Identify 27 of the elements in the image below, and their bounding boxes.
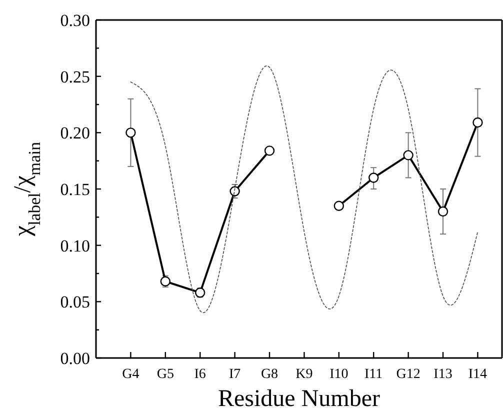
y-tick-label: 0.30 [60, 10, 90, 30]
x-axis-title: Residue Number [218, 386, 380, 412]
x-tick-label: K9 [296, 367, 313, 382]
x-tick-label: I11 [364, 367, 383, 382]
x-tick-label: I13 [434, 367, 452, 382]
x-tick-label: G12 [396, 367, 420, 382]
point [230, 186, 240, 196]
x-tick-label: G4 [122, 367, 140, 382]
x-tick-label: I6 [194, 367, 206, 382]
point [126, 128, 136, 138]
y-tick-label: 0.15 [60, 180, 90, 199]
point [403, 150, 414, 160]
point [334, 200, 344, 211]
y-tick-label: 0.20 [60, 124, 90, 143]
y-tick-label: 0.25 [60, 67, 90, 86]
x-tick-label: G8 [260, 367, 278, 382]
point [368, 172, 379, 183]
point [472, 117, 483, 128]
y-tick-label: 0.00 [60, 348, 90, 368]
x-tick-label: I7 [228, 367, 241, 382]
x-tick-label: G5 [156, 367, 174, 382]
y-tick-label: 0.05 [60, 292, 90, 312]
y-tick-label: 0.10 [60, 236, 90, 256]
point [438, 206, 448, 217]
x-tick-label: I14 [468, 367, 488, 382]
x-tick-label: I10 [330, 367, 348, 382]
point [264, 146, 275, 156]
